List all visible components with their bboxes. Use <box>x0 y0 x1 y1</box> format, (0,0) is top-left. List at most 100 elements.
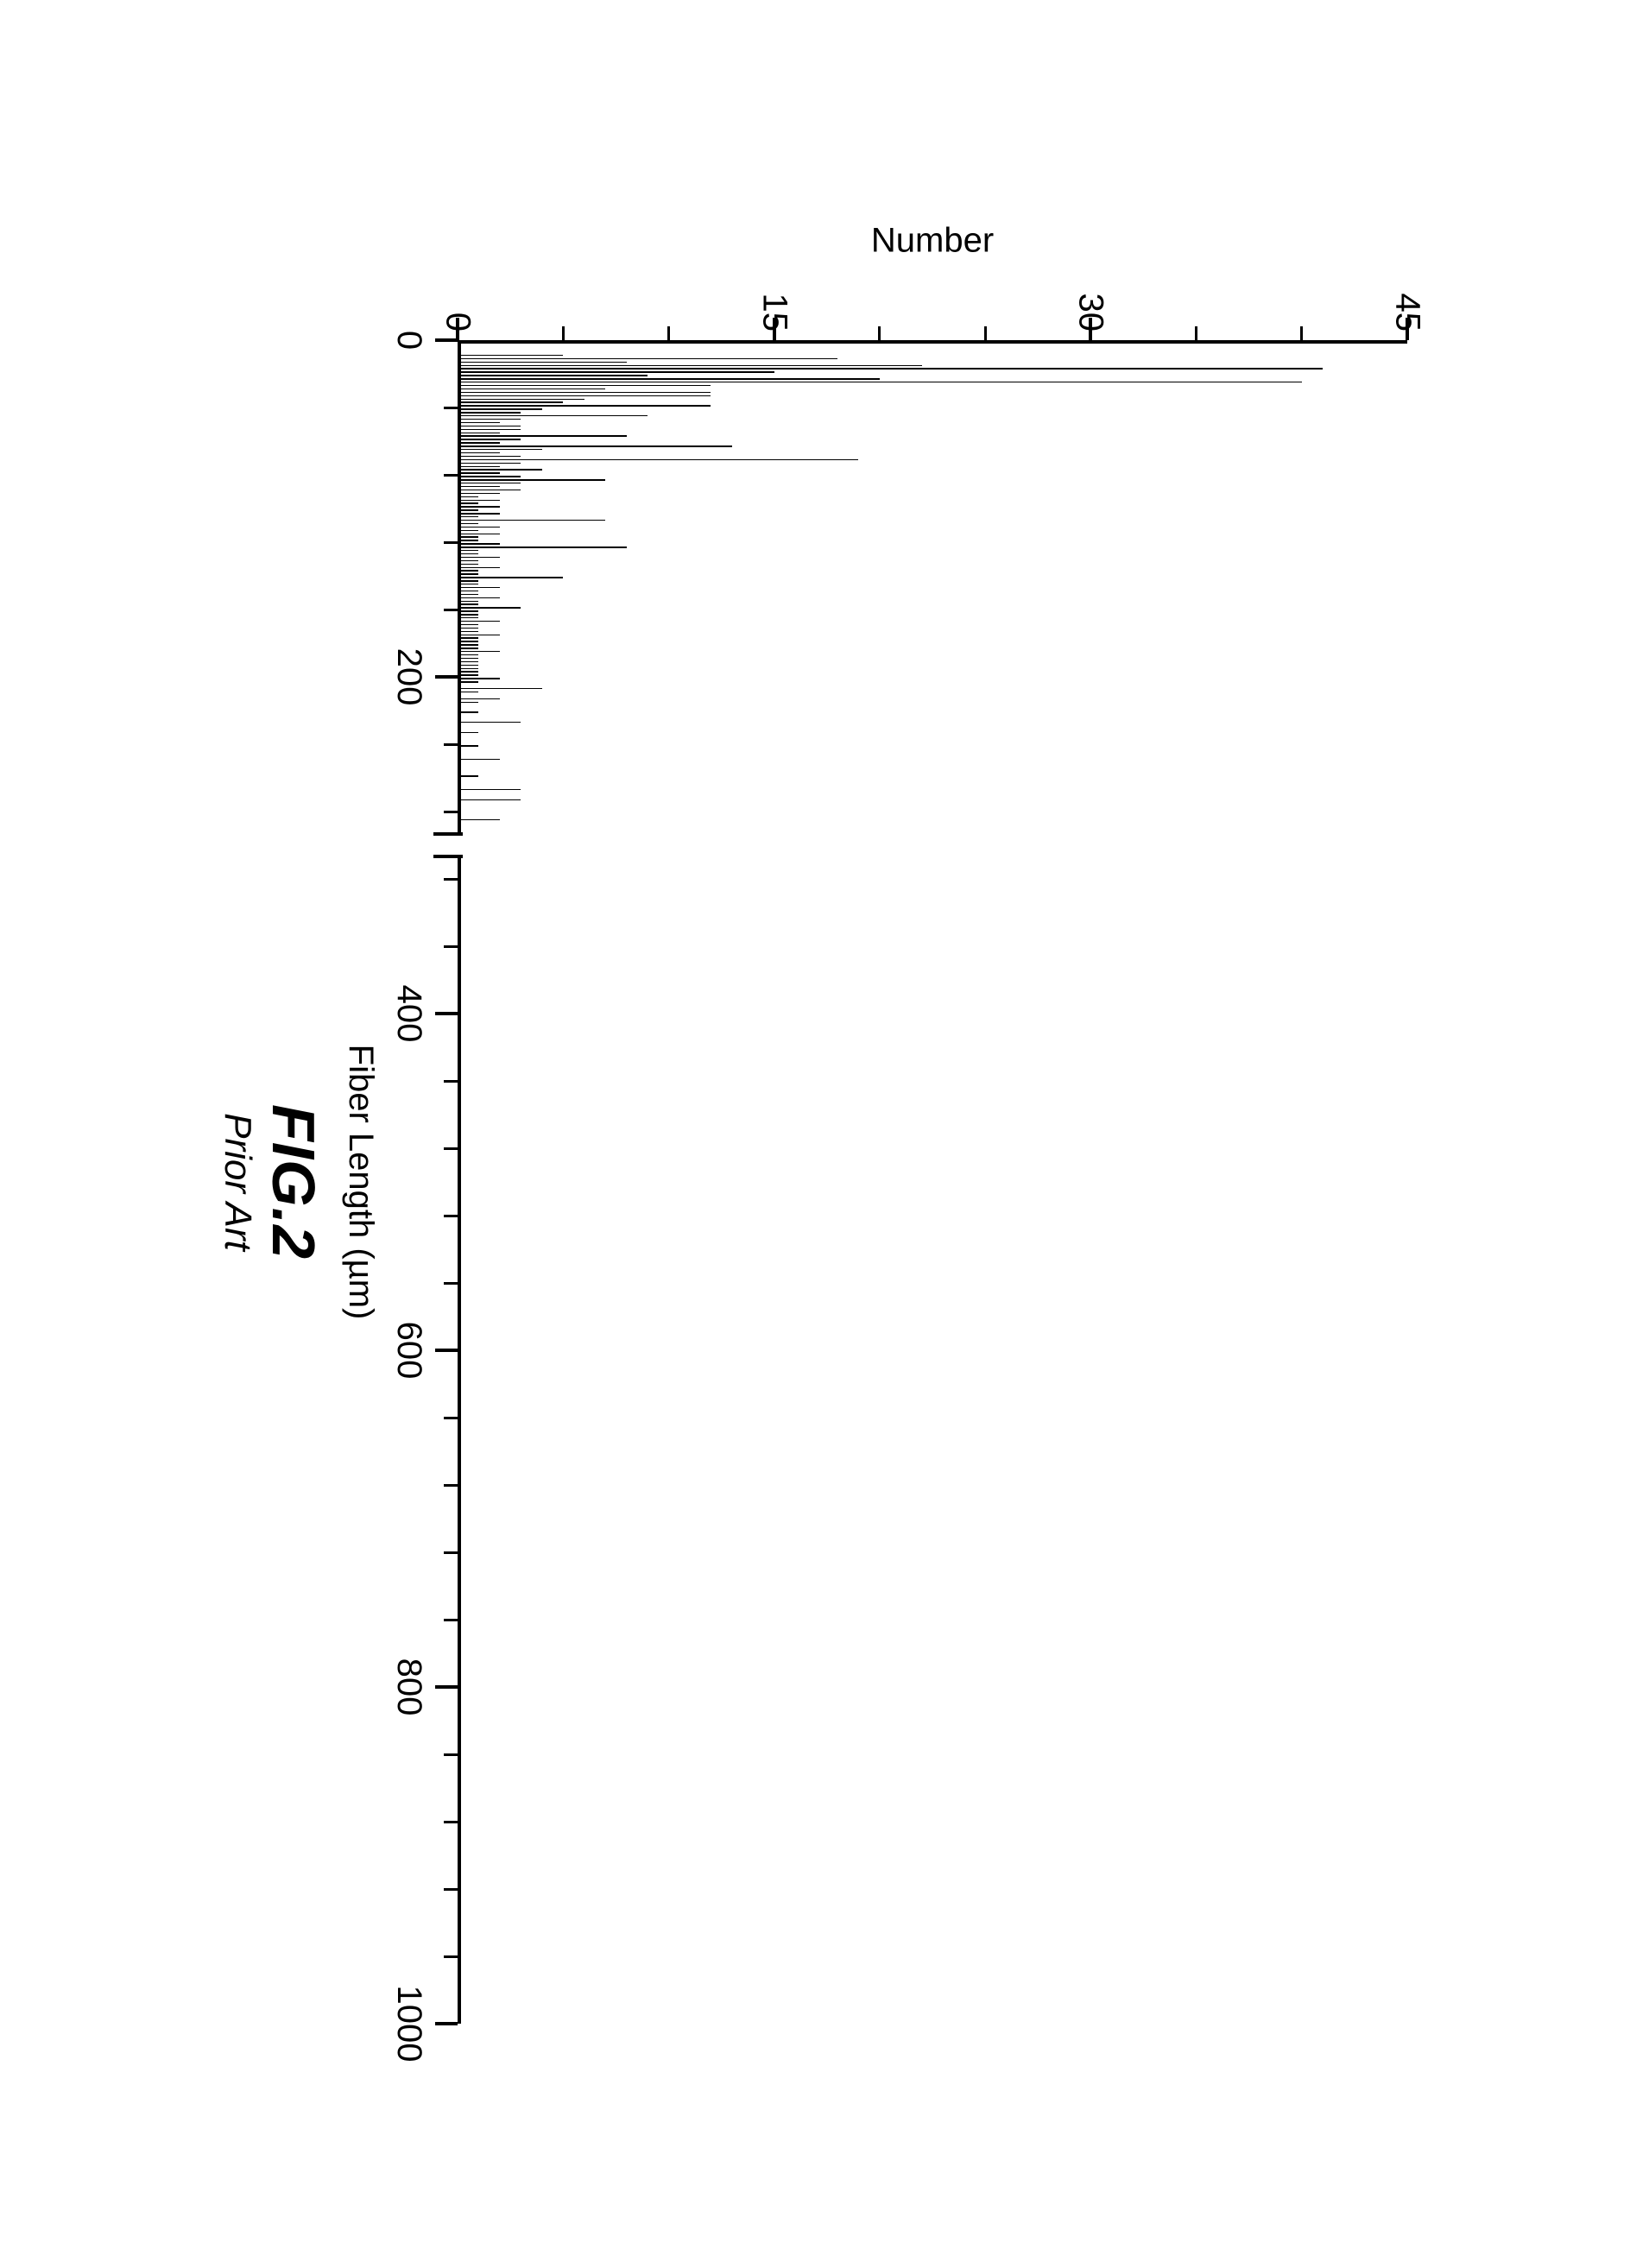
histogram-bar <box>458 758 500 759</box>
histogram-bar <box>458 745 478 746</box>
histogram-bar <box>458 516 478 517</box>
x-axis-minor-tick <box>444 406 458 408</box>
histogram-bar <box>458 570 478 571</box>
histogram-bar <box>458 533 500 534</box>
histogram-bar <box>458 522 478 523</box>
histogram-bar <box>458 519 605 520</box>
figure-caption-sub: Prior Art <box>216 1009 259 1355</box>
x-axis-minor-tick <box>444 1483 458 1486</box>
page: 02004006008001000 0153045 Fiber Length (… <box>0 0 1649 2268</box>
x-axis-minor-tick <box>444 1281 458 1284</box>
histogram-bar <box>458 391 711 392</box>
x-axis-major-tick <box>435 1349 458 1352</box>
histogram-bar <box>458 701 478 702</box>
x-axis-minor-tick <box>444 1618 458 1620</box>
histogram-bar <box>458 428 521 429</box>
histogram-bar <box>458 667 478 668</box>
x-axis-minor-tick <box>444 1753 458 1755</box>
x-axis-major-tick <box>435 338 458 342</box>
histogram-bar <box>458 465 500 466</box>
histogram-bar <box>458 421 500 422</box>
histogram-bar <box>458 634 500 635</box>
histogram-bar <box>458 458 858 459</box>
histogram-bar <box>458 479 605 480</box>
histogram-bar <box>458 408 542 409</box>
histogram-bar <box>458 445 732 446</box>
histogram-bar <box>458 368 1323 369</box>
x-axis-tick-label: 800 <box>389 1658 428 1715</box>
histogram-bar <box>458 586 500 587</box>
histogram-bar <box>458 627 478 628</box>
histogram-bar <box>458 556 500 557</box>
histogram-bar <box>458 775 478 776</box>
x-axis-major-tick <box>435 1685 458 1689</box>
histogram-bar <box>458 657 478 658</box>
histogram-bar <box>458 788 521 789</box>
histogram-bar <box>458 418 521 419</box>
histogram-bar <box>458 401 563 402</box>
histogram-bar <box>458 687 542 688</box>
histogram-bar <box>458 492 500 493</box>
x-axis-minor-tick <box>444 1147 458 1149</box>
x-axis-minor-tick <box>444 540 458 543</box>
histogram-bar <box>458 476 521 477</box>
histogram-bar <box>458 405 711 406</box>
histogram-bar <box>458 455 521 456</box>
histogram-bar <box>458 432 500 433</box>
y-axis-title-text: Number <box>871 221 994 259</box>
histogram-bar <box>458 364 922 365</box>
histogram-bar <box>458 593 478 594</box>
x-axis-minor-tick <box>444 742 458 745</box>
histogram-bar <box>458 637 478 638</box>
histogram-bar <box>458 506 500 507</box>
y-axis-tick-label: 15 <box>755 237 793 332</box>
x-axis-break-mark <box>433 855 463 858</box>
histogram-bar <box>458 681 478 682</box>
x-axis-minor-tick <box>444 810 458 812</box>
histogram-bar <box>458 610 478 611</box>
histogram-bar <box>458 671 478 672</box>
x-axis-minor-tick <box>444 1214 458 1216</box>
histogram-bar <box>458 664 478 665</box>
x-axis-title-text: Fiber Length (µm) <box>342 1044 380 1319</box>
histogram-bar <box>458 550 478 551</box>
histogram-bar <box>458 614 478 615</box>
histogram-bar <box>458 617 478 618</box>
histogram-bar <box>458 361 627 362</box>
histogram-bar <box>458 603 478 604</box>
histogram-bar <box>458 691 478 692</box>
y-axis-title: Number <box>871 221 994 260</box>
x-axis-minor-tick <box>444 944 458 947</box>
x-axis-tick-label: 200 <box>389 648 428 705</box>
plot-area <box>458 340 1407 2024</box>
histogram-bar <box>458 580 478 581</box>
x-axis-tick-label: 600 <box>389 1321 428 1379</box>
x-axis-minor-tick <box>444 1820 458 1823</box>
y-axis-tick-label: 45 <box>1388 237 1427 332</box>
histogram-bar <box>458 472 500 473</box>
histogram-bar <box>458 674 478 675</box>
x-axis-major-tick <box>435 1012 458 1015</box>
histogram-bar <box>458 357 837 358</box>
histogram-bar <box>458 721 521 722</box>
chart-container: 02004006008001000 0153045 Fiber Length (… <box>216 211 1433 2058</box>
histogram-bar <box>458 577 563 578</box>
histogram-bar <box>458 731 478 732</box>
x-axis-minor-tick <box>444 1079 458 1082</box>
histogram-bar <box>458 526 500 527</box>
histogram-bar <box>458 536 478 537</box>
histogram-bar <box>458 651 500 652</box>
histogram-bar <box>458 566 500 567</box>
y-axis-tick-label: 0 <box>439 237 477 332</box>
histogram-bar <box>458 630 478 631</box>
histogram-bar <box>458 711 478 712</box>
histogram-bar <box>458 425 521 426</box>
figure-caption-main: FIG.2 <box>259 1009 328 1355</box>
histogram-bar <box>458 449 542 450</box>
x-axis-major-tick <box>435 675 458 679</box>
histogram-bar <box>458 388 605 389</box>
histogram-bar <box>458 563 478 564</box>
histogram-bar <box>458 620 500 621</box>
histogram-bar <box>458 462 521 463</box>
histogram-bar <box>458 415 648 416</box>
